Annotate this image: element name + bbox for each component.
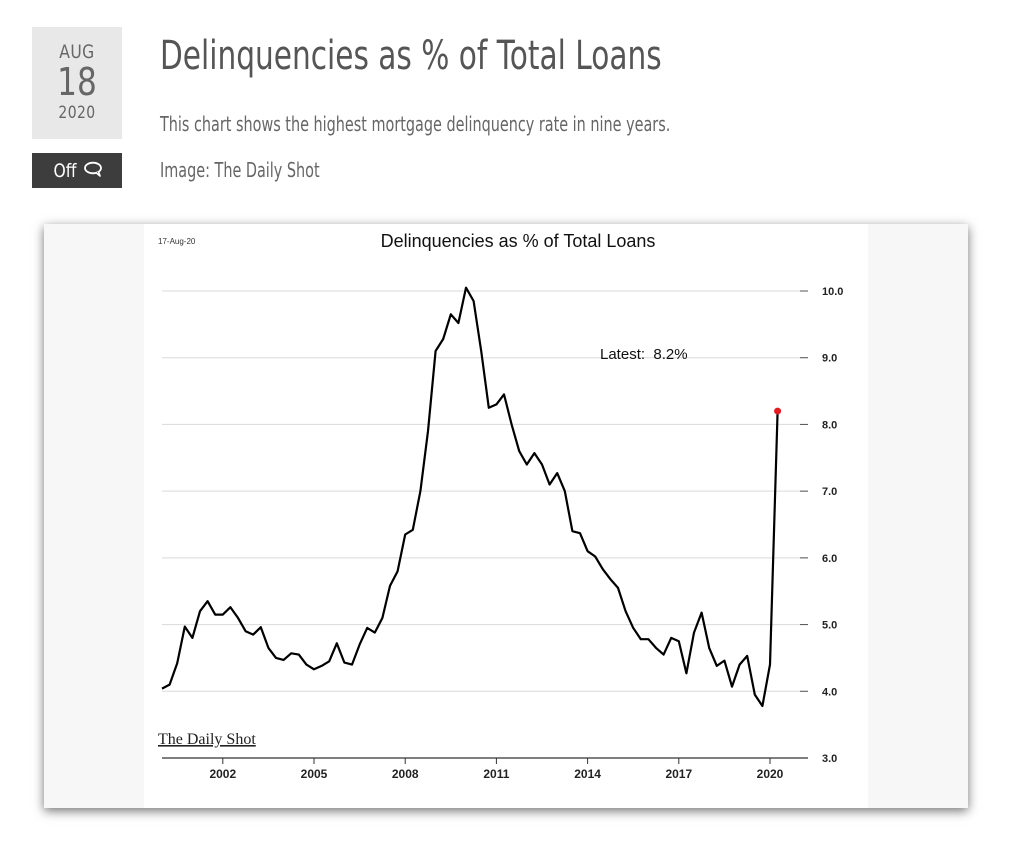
post-description: This chart shows the highest mortgage de…: [160, 112, 671, 136]
x-tick-label: 2011: [483, 767, 509, 781]
comments-link[interactable]: Off: [32, 153, 122, 188]
latest-point-marker: [774, 407, 782, 415]
y-tick-label: 4.0: [822, 686, 837, 698]
chart-date-stamp: 17-Aug-20: [158, 237, 196, 246]
chart-gridlines: [162, 290, 808, 692]
latest-value-annotation: Latest: 8.2%: [600, 346, 688, 363]
watermark-the-daily-shot: The Daily Shot: [158, 731, 256, 748]
y-axis: 3.0 4.0 5.0 6.0 7.0 8.0 9.0 10.0: [800, 286, 843, 765]
y-tick-label: 10.0: [822, 286, 843, 298]
y-tick-label: 8.0: [822, 419, 837, 431]
x-tick-label: 2017: [665, 767, 692, 781]
y-tick-label: 6.0: [822, 553, 837, 565]
x-tick-label: 2005: [301, 767, 328, 781]
speech-bubble-icon: [83, 160, 103, 182]
x-tick-label: 2002: [209, 767, 236, 781]
post-date-day: 18: [57, 60, 97, 104]
comments-status: Off: [53, 159, 77, 182]
x-axis: 2002 2005 2008 2011 2014 2017 2020: [162, 757, 808, 781]
y-tick-label: 3.0: [822, 753, 837, 765]
post-date-month: AUG: [59, 41, 95, 63]
x-tick-label: 2008: [392, 767, 419, 781]
post-title: Delinquencies as % of Total Loans: [160, 33, 662, 79]
y-tick-label: 9.0: [822, 353, 837, 365]
y-tick-label: 5.0: [822, 620, 837, 632]
y-tick-label: 7.0: [822, 486, 837, 498]
series-line-delinquencies: [161, 286, 779, 708]
image-credit: Image: The Daily Shot: [160, 158, 320, 182]
post-date: AUG 18 2020: [32, 27, 122, 139]
post-date-year: 2020: [58, 103, 96, 123]
x-tick-label: 2014: [574, 767, 601, 781]
chart-image-frame: 17-Aug-20 Delinquencies as % of Total Lo…: [44, 224, 968, 808]
chart-series: [161, 286, 782, 708]
x-tick-label: 2020: [757, 767, 784, 781]
delinquency-chart: 17-Aug-20 Delinquencies as % of Total Lo…: [144, 224, 868, 808]
chart-title: Delinquencies as % of Total Loans: [381, 231, 656, 251]
